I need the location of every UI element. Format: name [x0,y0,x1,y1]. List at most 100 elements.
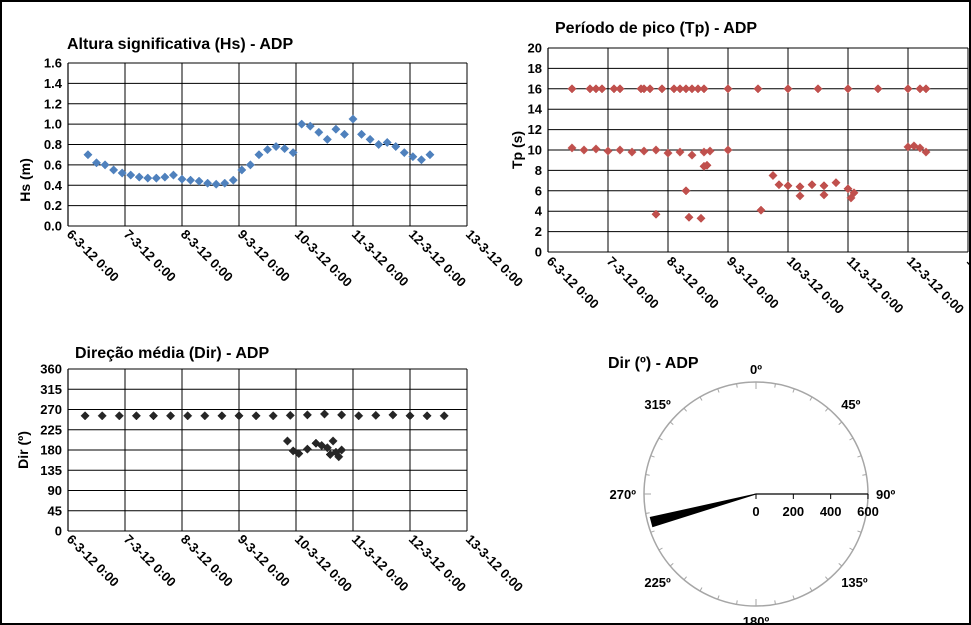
tp-point [675,147,685,157]
hs-point [185,175,196,185]
polar-tick [658,437,663,441]
dir-point [334,452,344,462]
hs-ytick-label: 0.0 [44,219,62,234]
dir-point [200,411,210,421]
tp-point [615,145,625,155]
dir-point [302,444,312,454]
dir-ytick-labels: 0 45 90 135 180 225 270 315 360 [40,362,62,539]
tp-point [795,191,805,201]
hs-point [280,144,290,154]
tp-point [843,184,853,194]
hs-ytick-label: 1.6 [44,56,62,71]
tp-point [651,209,661,219]
hs-ytick-label: 0.2 [44,198,62,213]
tp-point [903,84,913,94]
hs-point [228,175,238,185]
hs-xtick-label: 7-3-12 0:00 [121,227,179,285]
tp-xtick-label: 11-3-12 0:00 [844,254,907,317]
hs-point [322,134,332,144]
polar-tick [699,587,703,592]
tp-point [675,84,685,94]
dir-ytick-label: 45 [48,503,62,518]
hs-point [254,150,264,160]
dir-point [114,411,124,421]
polar-angle-label: 180º [743,614,770,625]
tp-point [687,150,697,160]
dir-point [131,411,141,421]
hs-point [271,141,281,152]
polar-tick [669,563,674,567]
hs-point [83,150,93,160]
dir-point [388,410,398,420]
tp-point [567,84,577,94]
hs-point [168,170,179,180]
polar-tick [825,407,829,412]
hs-point [134,172,144,182]
polar-tick [736,600,738,605]
dir-point [354,411,364,421]
tp-point [591,144,601,154]
polar-angle-label: 90º [876,487,895,502]
tp-point [723,145,733,155]
tp-xtick-labels: 6-3-12 0:00 7-3-12 0:00 8-3-12 0:00 9-3-12 … [544,254,971,317]
polar-angle-label: 225º [644,575,671,590]
dir-title: Direção média (Dir) - ADP [75,345,269,362]
polar-tick [683,407,687,412]
dir-point [405,411,415,421]
tp-point [846,193,856,203]
hs-ytick-labels: 0.0 0.2 0.4 0.6 0.8 1.0 1.2 1.4 1.6 [44,56,63,234]
tp-chart: Período de pico (Tp) - ADP Tp (s) 0 2 4 6 8 1… [509,20,971,317]
tp-point [819,190,829,200]
dir-xtick-label: 13-3-12 0:00 [463,532,526,595]
hs-gridlines [67,62,468,227]
tp-point [795,182,805,192]
polar-tick [717,595,720,600]
hs-point [117,168,127,178]
dir-chart: Direção média (Dir) - ADP Dir (º) 0 45 90 1… [15,345,526,595]
hs-point [177,174,187,184]
hs-point [143,173,153,183]
tp-point [669,84,679,94]
tp-ytick-label: 18 [528,61,542,76]
dir-xtick-label: 8-3-12 0:00 [178,532,236,590]
tp-title: Período de pico (Tp) - ADP [555,20,757,37]
dir-point [183,411,193,421]
tp-point [639,146,649,156]
tp-ytick-label: 4 [535,204,543,219]
tp-point [603,146,613,156]
hs-ytick-label: 1.0 [44,117,62,132]
dir-point [234,411,244,421]
dir-xtick-label: 6-3-12 0:00 [64,532,122,590]
hs-xtick-label: 10-3-12 0:00 [292,227,355,290]
hs-point [220,178,230,188]
dir-ytick-label: 0 [55,524,62,539]
tp-point [567,143,577,153]
polar-radial-label: 200 [782,504,804,519]
tp-point [645,84,655,94]
dir-ylabel: Dir (º) [15,431,31,469]
polar-tick [645,474,650,476]
tp-point [591,84,601,94]
hs-point [194,176,204,186]
hs-point [151,173,161,183]
tp-point [807,180,817,190]
tp-point [723,84,733,94]
hs-point [399,148,409,158]
tp-points [567,84,931,223]
hs-point [237,165,247,175]
tp-point [831,178,841,188]
tp-xtick-label: 12-3-12 0:00 [904,254,967,317]
hs-ytick-label: 1.2 [44,96,62,111]
tp-ytick-label: 14 [528,102,543,117]
dir-gridlines [67,368,468,532]
tp-point [597,84,607,94]
hs-point [297,119,307,129]
hs-ytick-label: 0.8 [44,137,62,152]
dir-point [422,411,432,421]
hs-point [262,145,273,155]
polar-angle-labels: 0º 45º 90º 135º 180º 225º 270º 315º [610,362,896,625]
hs-point [382,137,392,148]
hs-ytick-label: 0.4 [44,178,63,193]
tp-point [579,145,589,155]
